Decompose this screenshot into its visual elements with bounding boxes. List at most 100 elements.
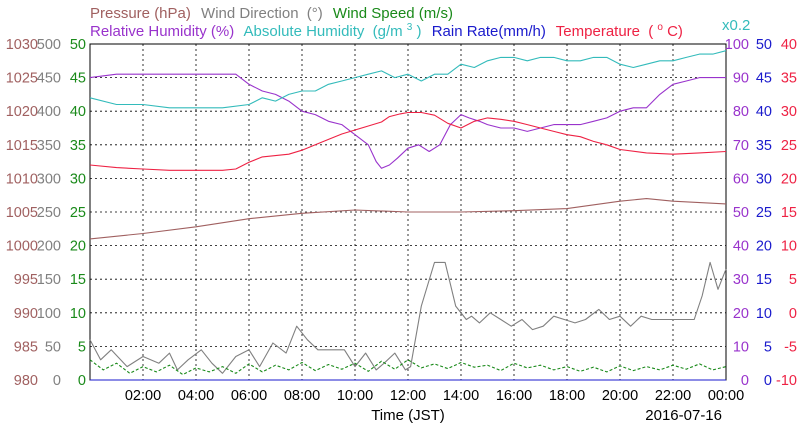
- tick-wind_speed: 25: [70, 205, 86, 221]
- legend-pressure: Pressure (hPa): [90, 5, 191, 22]
- tick-wind_speed: 30: [70, 171, 86, 187]
- tick-wind_dir: 200: [37, 239, 61, 255]
- tick-pressure: 980: [14, 373, 38, 389]
- legend-multiplier: x0.2: [722, 17, 750, 34]
- tick-rain: 50: [756, 37, 772, 53]
- legend-relative-humidity: Relative Humidity (%): [90, 23, 234, 40]
- tick-humidity: 20: [733, 306, 749, 322]
- x-tick-label: 22:00: [655, 388, 691, 404]
- series-wind_speed-2: [89, 359, 727, 376]
- legend-abs-unit-sup: 3: [407, 22, 413, 33]
- tick-wind_speed: 10: [70, 306, 86, 322]
- tick-rain: 20: [756, 239, 772, 255]
- tick-wind_dir: 400: [37, 104, 61, 120]
- tick-pressure: 1005: [6, 205, 38, 221]
- tick-wind_dir: 300: [37, 171, 61, 187]
- legend-temperature: Temperature: [556, 23, 640, 40]
- x-tick-label: 18:00: [549, 388, 585, 404]
- tick-temperature: 0: [789, 306, 797, 322]
- tick-humidity: 80: [733, 104, 749, 120]
- x-tick-label: 02:00: [125, 388, 161, 404]
- tick-wind_speed: 15: [70, 272, 86, 288]
- x-tick-label: 16:00: [496, 388, 532, 404]
- tick-wind_dir: 350: [37, 138, 61, 154]
- tick-rain: 0: [764, 373, 772, 389]
- tick-pressure: 1025: [6, 71, 38, 87]
- tick-temperature: 15: [781, 205, 797, 221]
- grid: [90, 44, 726, 380]
- legend-wind-direction: Wind Direction: [201, 5, 299, 22]
- tick-pressure: 1000: [6, 239, 38, 255]
- x-tick-label: 14:00: [443, 388, 479, 404]
- legend-wind-direction-unit: (°): [307, 5, 323, 22]
- chart-date: 2016-07-16: [645, 407, 722, 424]
- tick-wind_speed: 0: [78, 373, 86, 389]
- tick-rain: 35: [756, 138, 772, 154]
- tick-rain: 40: [756, 104, 772, 120]
- legend-absolute-humidity: Absolute Humidity: [244, 23, 365, 40]
- left-axes: 9809859909951000100510101015102010251030…: [6, 37, 86, 389]
- legend-rain-rate: Rain Rate(mm/h): [432, 23, 546, 40]
- legend-temp-unit-suffix: C): [667, 23, 683, 40]
- legend-line-2: Relative Humidity (%) Absolute Humidity …: [90, 17, 683, 40]
- legend-wind-speed: Wind Speed (m/s): [333, 5, 453, 22]
- x-axis: 02:00 04:00 06:00 08:00 10:00 12:00 14:00 16:00…: [125, 388, 744, 404]
- tick-temperature: -10: [776, 373, 797, 389]
- x-axis-label: Time (JST): [371, 407, 445, 424]
- tick-wind_dir: 150: [37, 272, 61, 288]
- x-tick-label: 12:00: [390, 388, 426, 404]
- tick-humidity: 50: [733, 205, 749, 221]
- tick-rain: 30: [756, 171, 772, 187]
- tick-wind_dir: 250: [37, 205, 61, 221]
- series-pressure-0: [89, 198, 727, 240]
- tick-pressure: 1010: [6, 171, 38, 187]
- series-humidity-4: [89, 50, 727, 109]
- tick-wind_speed: 5: [78, 339, 86, 355]
- legend-abs-unit-suffix: ): [417, 23, 422, 40]
- tick-pressure: 1015: [6, 138, 38, 154]
- tick-temperature: 10: [781, 239, 797, 255]
- x-tick-label: 20:00: [602, 388, 638, 404]
- tick-wind_dir: 450: [37, 71, 61, 87]
- legend-abs-unit-prefix: (g/m: [373, 23, 403, 40]
- tick-wind_dir: 0: [53, 373, 61, 389]
- tick-humidity: 100: [725, 37, 749, 53]
- tick-pressure: 1020: [6, 104, 38, 120]
- legend: Pressure (hPa) Wind Direction (°) Wind S…: [90, 5, 750, 40]
- tick-rain: 25: [756, 205, 772, 221]
- series-group: [89, 50, 727, 381]
- tick-temperature: 25: [781, 138, 797, 154]
- tick-rain: 15: [756, 272, 772, 288]
- tick-humidity: 70: [733, 138, 749, 154]
- tick-temperature: 20: [781, 171, 797, 187]
- tick-humidity: 40: [733, 239, 749, 255]
- legend-temp-unit-sup: o: [657, 22, 663, 33]
- tick-pressure: 990: [14, 306, 38, 322]
- tick-wind_dir: 50: [45, 339, 61, 355]
- tick-wind_speed: 45: [70, 71, 86, 87]
- tick-rain: 45: [756, 71, 772, 87]
- series-temperature-6: [89, 111, 727, 171]
- tick-humidity: 90: [733, 71, 749, 87]
- tick-wind_speed: 50: [70, 37, 86, 53]
- tick-temperature: 30: [781, 104, 797, 120]
- x-tick-label: 00:00: [708, 388, 744, 404]
- tick-wind_dir: 500: [37, 37, 61, 53]
- tick-humidity: 30: [733, 272, 749, 288]
- x-tick-label: 04:00: [178, 388, 214, 404]
- tick-wind_dir: 100: [37, 306, 61, 322]
- series-humidity-3: [89, 73, 726, 169]
- tick-humidity: 0: [741, 373, 749, 389]
- x-tick-label: 08:00: [284, 388, 320, 404]
- tick-temperature: 5: [789, 272, 797, 288]
- tick-humidity: 60: [733, 171, 749, 187]
- tick-pressure: 995: [14, 272, 38, 288]
- tick-humidity: 10: [733, 339, 749, 355]
- right-axes: 0102030405060708090100051015202530354045…: [725, 37, 797, 389]
- legend-temp-unit-prefix: (: [648, 23, 653, 40]
- x-tick-label: 06:00: [231, 388, 267, 404]
- tick-wind_speed: 40: [70, 104, 86, 120]
- tick-pressure: 1030: [6, 37, 38, 53]
- tick-rain: 10: [756, 306, 772, 322]
